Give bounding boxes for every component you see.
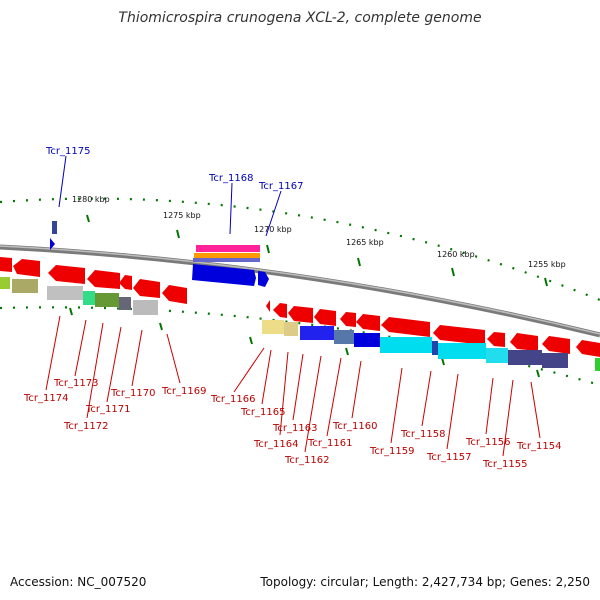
cog-strip-right-2 — [284, 322, 298, 336]
genome-backbone — [0, 244, 600, 338]
cog-strip-left-1 — [0, 277, 10, 289]
cog-strip-right-5 — [354, 333, 380, 347]
label-tcr-1165[interactable]: Tcr_1165 — [240, 407, 285, 418]
label-tcr-1168[interactable]: Tcr_1168 — [208, 173, 253, 184]
label-tcr-1159[interactable]: Tcr_1159 — [369, 446, 414, 457]
forward-label-leaders — [58, 155, 282, 237]
gene-tcr-1168-cog1 — [196, 245, 260, 252]
label-tcr-1169[interactable]: Tcr_1169 — [161, 386, 206, 397]
label-tcr-1167[interactable]: Tcr_1167 — [258, 181, 303, 192]
cog-strip-right-7 — [432, 341, 438, 355]
gene-tcr-1168-cog2 — [194, 253, 260, 258]
cog-strip-right-9 — [486, 348, 508, 363]
scale-label-1260: 1260 kbp — [437, 250, 475, 259]
topology-text: Topology: circular; Length: 2,427,734 bp… — [260, 575, 590, 589]
label-tcr-1158[interactable]: Tcr_1158 — [400, 429, 445, 440]
label-tcr-1174[interactable]: Tcr_1174 — [23, 393, 68, 404]
outer-scale-ring — [0, 197, 600, 302]
scale-label-1265: 1265 kbp — [346, 238, 384, 247]
gene-tcr-1175-cog — [52, 221, 57, 234]
label-tcr-1172[interactable]: Tcr_1172 — [63, 421, 108, 432]
label-tcr-1170[interactable]: Tcr_1170 — [110, 388, 155, 399]
label-tcr-1171[interactable]: Tcr_1171 — [85, 404, 130, 415]
gene-tcr-1175[interactable] — [50, 238, 55, 250]
label-tcr-1175[interactable]: Tcr_1175 — [45, 146, 90, 157]
label-tcr-1155[interactable]: Tcr_1155 — [482, 459, 527, 470]
scale-label-1270: 1270 kbp — [254, 225, 292, 234]
cog-strip-right-1 — [262, 320, 284, 334]
label-tcr-1173[interactable]: Tcr_1173 — [53, 378, 98, 389]
reverse-label-leaders — [45, 315, 541, 457]
cog-strip-right-4 — [334, 330, 354, 344]
cog-strip-left-4 — [83, 291, 95, 305]
cog-strip-left-2 — [12, 279, 38, 293]
reverse-genes-right — [266, 300, 600, 357]
label-tcr-1163[interactable]: Tcr_1163 — [272, 423, 317, 434]
scale-label-1255: 1255 kbp — [528, 260, 566, 269]
label-tcr-1161[interactable]: Tcr_1161 — [307, 438, 352, 449]
cog-strip-left-3 — [47, 286, 83, 300]
label-tcr-1156[interactable]: Tcr_1156 — [465, 437, 510, 448]
gene-tcr-1168[interactable] — [192, 264, 256, 286]
cog-strip-left-7 — [133, 300, 158, 315]
gene-tcr-1167[interactable] — [258, 271, 269, 287]
cog-strip-right-10 — [508, 350, 542, 365]
cog-strip-left-6 — [119, 297, 131, 310]
map-title: Thiomicrospira crunogena XCL-2, complete… — [118, 10, 482, 26]
cog-strip-right-12 — [595, 358, 600, 371]
accession-text: Accession: NC_007520 — [10, 575, 147, 589]
scale-label-1280: 1280 kbp — [72, 195, 110, 204]
scale-label-1275: 1275 kbp — [163, 211, 201, 220]
label-tcr-1162[interactable]: Tcr_1162 — [284, 455, 329, 466]
gene-tcr-1168-cog3 — [193, 258, 260, 262]
reverse-genes-left — [0, 257, 187, 304]
label-tcr-1154[interactable]: Tcr_1154 — [516, 441, 561, 452]
cog-strip-left-5 — [95, 293, 119, 307]
major-ticks — [69, 214, 548, 378]
label-tcr-1160[interactable]: Tcr_1160 — [332, 421, 377, 432]
cog-strip-right-8 — [438, 343, 486, 359]
cog-strip-right-6 — [380, 337, 432, 353]
label-tcr-1157[interactable]: Tcr_1157 — [426, 452, 471, 463]
cog-strip-right-11 — [542, 353, 568, 368]
label-tcr-1166[interactable]: Tcr_1166 — [210, 394, 255, 405]
label-tcr-1164[interactable]: Tcr_1164 — [253, 439, 298, 450]
cog-strip-right-3 — [300, 326, 334, 340]
